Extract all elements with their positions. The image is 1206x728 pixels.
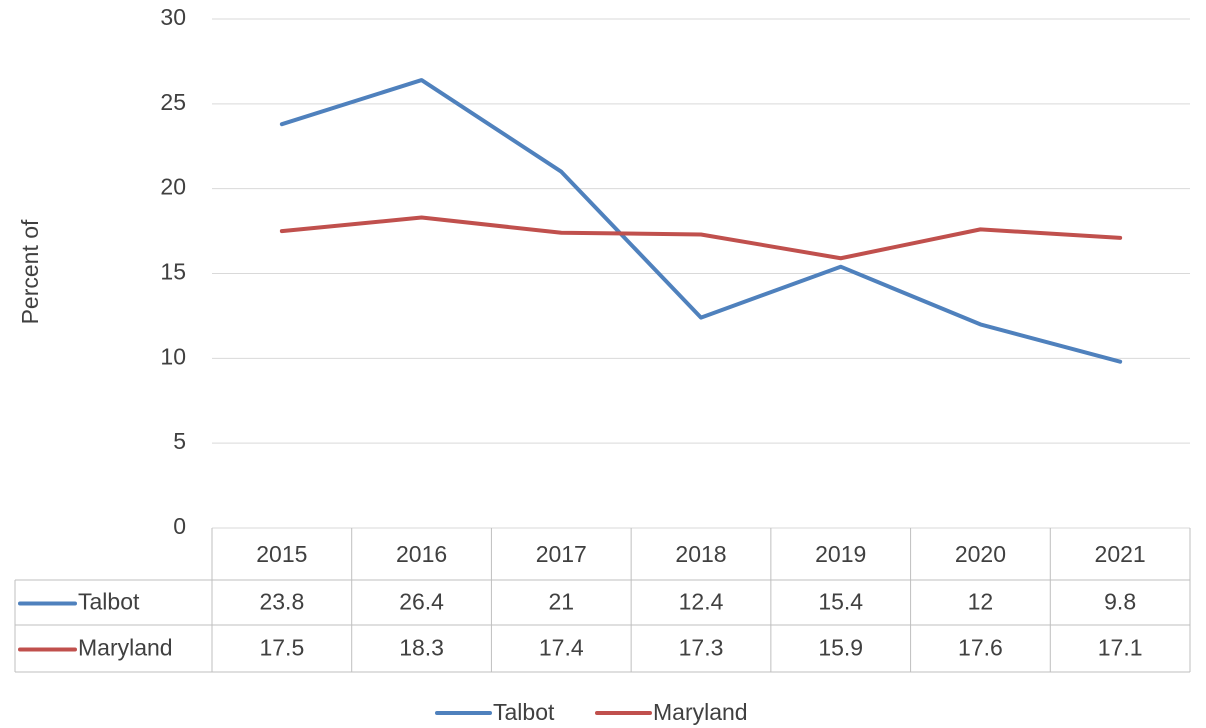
y-tick-label: 30	[160, 4, 186, 30]
y-tick-label: 0	[173, 513, 186, 539]
table-cell: 12.4	[679, 589, 724, 615]
table-cell: 17.6	[958, 635, 1003, 661]
y-tick-label: 5	[173, 428, 186, 454]
y-axis-label: Percent of	[17, 219, 43, 324]
table-cell: 18.3	[399, 635, 444, 661]
table-cell: 17.5	[259, 635, 304, 661]
x-tick-label: 2017	[536, 541, 587, 567]
x-tick-label: 2021	[1095, 541, 1146, 567]
table-cell: 26.4	[399, 589, 444, 615]
y-tick-label: 20	[160, 174, 186, 200]
table-row-label: Maryland	[78, 635, 173, 661]
table-cell: 23.8	[259, 589, 304, 615]
y-tick-label: 25	[160, 89, 186, 115]
y-tick-label: 10	[160, 343, 186, 369]
line-series	[279, 215, 1123, 261]
table-cell: 17.1	[1098, 635, 1143, 661]
table-cell: 17.3	[679, 635, 724, 661]
x-tick-label: 2015	[256, 541, 307, 567]
table-cell: 21	[548, 589, 574, 615]
x-tick-label: 2018	[675, 541, 726, 567]
table-cell: 9.8	[1104, 589, 1136, 615]
legend-label: Talbot	[493, 699, 555, 725]
x-tick-label: 2019	[815, 541, 866, 567]
x-tick-label: 2016	[396, 541, 447, 567]
line-series	[279, 78, 1123, 364]
x-tick-label: 2020	[955, 541, 1006, 567]
legend-label: Maryland	[653, 699, 748, 725]
y-tick-label: 15	[160, 259, 186, 285]
table-cell: 12	[968, 589, 994, 615]
table-row-label: Talbot	[78, 589, 140, 615]
table-cell: 15.9	[818, 635, 863, 661]
table-cell: 17.4	[539, 635, 584, 661]
table-cell: 15.4	[818, 589, 863, 615]
